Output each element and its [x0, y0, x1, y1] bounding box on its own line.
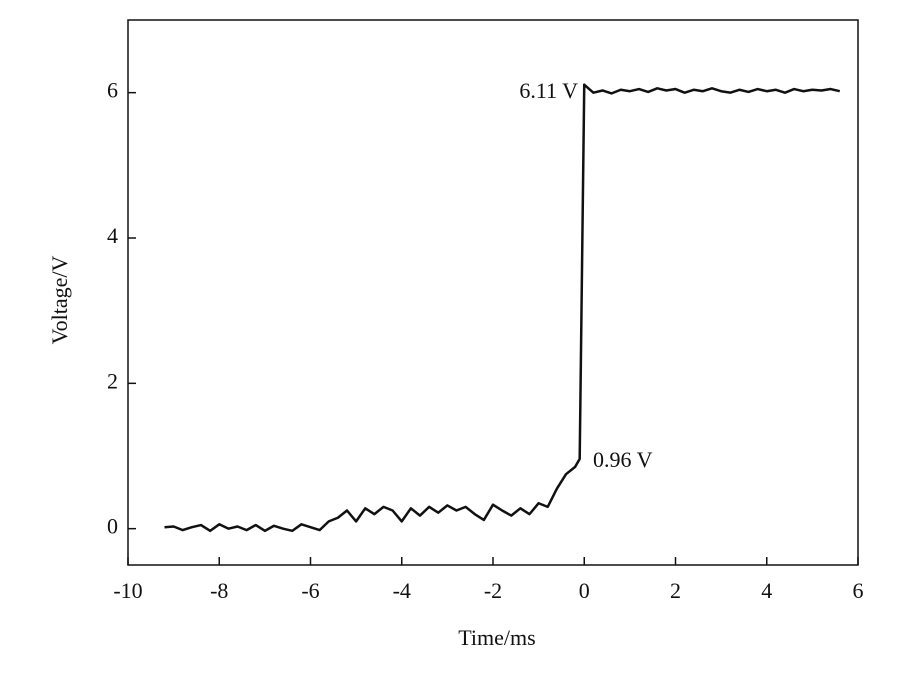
y-tick-label: 6 — [107, 78, 118, 103]
x-tick-label: 6 — [853, 578, 864, 603]
x-tick-label: -2 — [484, 578, 502, 603]
plot-frame — [127, 19, 859, 566]
x-axis-label: Time/ms — [458, 625, 535, 650]
annotation: 0.96 V — [593, 447, 653, 472]
x-tick-label: -8 — [210, 578, 228, 603]
annotation: 6.11 V — [519, 78, 578, 103]
x-tick-label: 0 — [579, 578, 590, 603]
x-tick-label: 2 — [670, 578, 681, 603]
x-tick-label: -6 — [301, 578, 319, 603]
x-tick-label: -10 — [113, 578, 142, 603]
x-tick-label: 4 — [761, 578, 772, 603]
y-tick-label: 2 — [107, 368, 118, 393]
x-tick-label: -4 — [393, 578, 411, 603]
y-tick-label: 0 — [107, 514, 118, 539]
data-line — [164, 83, 841, 533]
y-axis-label: Voltage/V — [47, 255, 72, 344]
y-tick-label: 4 — [107, 223, 118, 248]
